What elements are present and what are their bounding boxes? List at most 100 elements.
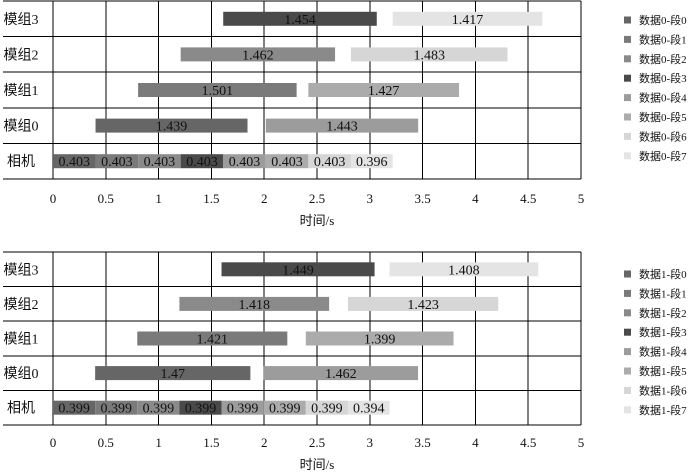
legend-item-seg3: 数据0-段3 <box>624 71 687 85</box>
legend-item-seg5: 数据1-段5 <box>624 364 687 378</box>
legend-swatch <box>624 113 631 121</box>
value-label-seg7-module3: 1.408 <box>448 263 480 278</box>
legend-item-seg4: 数据0-段4 <box>624 91 687 105</box>
value-label-seg6-camera: 0.403 <box>314 155 346 170</box>
bar-seg4-module0 <box>265 118 419 133</box>
legend-item-seg2: 数据0-段2 <box>624 52 687 66</box>
legend-label: 数据0-段2 <box>639 52 687 66</box>
bar-seg3-camera <box>180 154 224 169</box>
value-label-seg2-camera: 0.403 <box>144 155 176 170</box>
row-label-module1: 模组1 <box>4 332 39 348</box>
legend: 数据1-段0 数据1-段1 数据1-段2 数据1-段3 数据1-段4 数据1-段5 数据1-… <box>624 267 687 417</box>
value-label-seg5-module1: 1.427 <box>368 84 400 99</box>
x-tick-label: 1.5 <box>203 191 219 206</box>
value-label-seg1-camera: 0.399 <box>100 402 132 417</box>
legend-item-seg2: 数据1-段2 <box>624 306 687 320</box>
x-tick-label: 0 <box>50 435 57 450</box>
x-tick-label: 1.5 <box>203 435 219 450</box>
legend-label: 数据0-段4 <box>639 91 687 105</box>
bar-seg2-module2 <box>179 296 330 311</box>
row-label-camera: 相机 <box>7 401 35 417</box>
x-tick-label: 3 <box>367 191 374 206</box>
value-label-seg2-camera: 0.399 <box>143 402 175 417</box>
legend-item-seg5: 数据0-段5 <box>624 110 687 124</box>
value-label-seg4-module0: 1.443 <box>326 120 358 135</box>
x-tick-label: 1 <box>155 435 162 450</box>
row-label-module0: 模组0 <box>4 119 39 135</box>
legend-label: 数据1-段4 <box>639 345 687 359</box>
value-label-seg3-module3: 1.449 <box>282 263 314 278</box>
legend-swatch <box>624 309 631 317</box>
value-label-seg7-module3: 1.417 <box>452 13 484 28</box>
bar-seg6-module2 <box>350 47 508 62</box>
legend-swatch <box>624 55 631 63</box>
bar-seg4-module0 <box>263 366 419 381</box>
legend-label: 数据0-段7 <box>639 149 687 163</box>
row-label-camera: 相机 <box>7 154 35 170</box>
legend-swatch <box>624 367 631 375</box>
legend-item-seg1: 数据1-段1 <box>624 286 687 300</box>
bar-seg5-module1 <box>308 83 460 97</box>
legend-label: 数据1-段0 <box>639 267 687 281</box>
value-label-seg1-module1: 1.421 <box>197 333 229 348</box>
x-axis-title: 时间/s <box>300 213 335 228</box>
value-label-seg3-camera: 0.403 <box>186 155 218 170</box>
value-label-seg6-camera: 0.399 <box>311 402 343 417</box>
value-label-seg5-camera: 0.403 <box>271 155 303 170</box>
legend-swatch <box>624 406 631 414</box>
legend-label: 数据1-段7 <box>639 403 687 417</box>
legend-label: 数据1-段3 <box>639 325 687 339</box>
x-tick-label: 2.5 <box>309 191 325 206</box>
bar-seg2-module2 <box>180 47 336 62</box>
legend-item-seg0: 数据1-段0 <box>624 267 687 281</box>
value-label-seg5-module1: 1.399 <box>364 333 396 348</box>
value-label-seg0-module0: 1.47 <box>161 367 186 382</box>
value-label-seg1-module1: 1.501 <box>202 84 234 99</box>
value-label-seg4-module0: 1.462 <box>325 367 357 382</box>
value-label-seg5-camera: 0.399 <box>269 402 301 417</box>
x-tick-label: 2 <box>261 435 268 450</box>
legend-item-seg6: 数据1-段6 <box>624 383 687 397</box>
legend-label: 数据0-段1 <box>639 32 687 46</box>
row-label-module3: 模组3 <box>4 262 39 278</box>
value-label-seg3-camera: 0.399 <box>185 402 217 417</box>
bar-seg6-camera <box>308 154 351 169</box>
bar-seg4-camera <box>223 154 266 169</box>
legend-item-seg6: 数据0-段6 <box>624 129 687 143</box>
value-label-seg0-camera: 0.403 <box>59 155 91 170</box>
legend-swatch <box>624 152 631 160</box>
value-label-seg3-module3: 1.454 <box>284 13 316 28</box>
legend-item-seg4: 数据1-段4 <box>624 345 687 359</box>
legend-label: 数据0-段5 <box>639 110 687 124</box>
row-label-module3: 模组3 <box>4 12 39 28</box>
x-tick-label: 4 <box>472 435 479 450</box>
legend-label: 数据1-段5 <box>639 364 687 378</box>
bar-seg0-module0 <box>95 118 248 133</box>
row-label-module0: 模组0 <box>4 366 39 382</box>
legend-label: 数据0-段3 <box>639 71 687 85</box>
bar-seg3-camera <box>179 400 222 415</box>
legend-label: 数据1-段1 <box>639 286 687 300</box>
legend-swatch <box>624 328 631 336</box>
timing-chart-data1: 模组3 模组2 模组1 模组0 相机 0.399 1.47 0.399 1.421 0.399 1.… <box>3 251 687 472</box>
value-label-seg1-camera: 0.403 <box>101 155 133 170</box>
x-tick-label: 3 <box>367 435 374 450</box>
value-label-seg2-module2: 1.462 <box>242 48 274 63</box>
legend-swatch <box>624 74 631 82</box>
legend: 数据0-段0 数据0-段1 数据0-段2 数据0-段3 数据0-段4 数据0-段5 数据0-… <box>624 13 687 163</box>
legend-swatch <box>624 35 631 43</box>
x-tick-label: 1 <box>155 191 162 206</box>
value-label-seg2-module2: 1.418 <box>239 298 271 313</box>
row-label-module2: 模组2 <box>4 47 39 63</box>
legend-item-seg1: 数据0-段1 <box>624 32 687 46</box>
value-label-seg0-module0: 1.439 <box>156 120 188 135</box>
bar-seg7-module3 <box>392 11 543 26</box>
value-label-seg6-module2: 1.423 <box>407 298 439 313</box>
x-tick-label: 4.5 <box>520 435 536 450</box>
bar-seg0-camera <box>53 400 96 415</box>
bar-seg7-module3 <box>389 262 539 277</box>
bar-seg6-camera <box>305 400 348 415</box>
value-label-seg4-camera: 0.403 <box>229 155 261 170</box>
